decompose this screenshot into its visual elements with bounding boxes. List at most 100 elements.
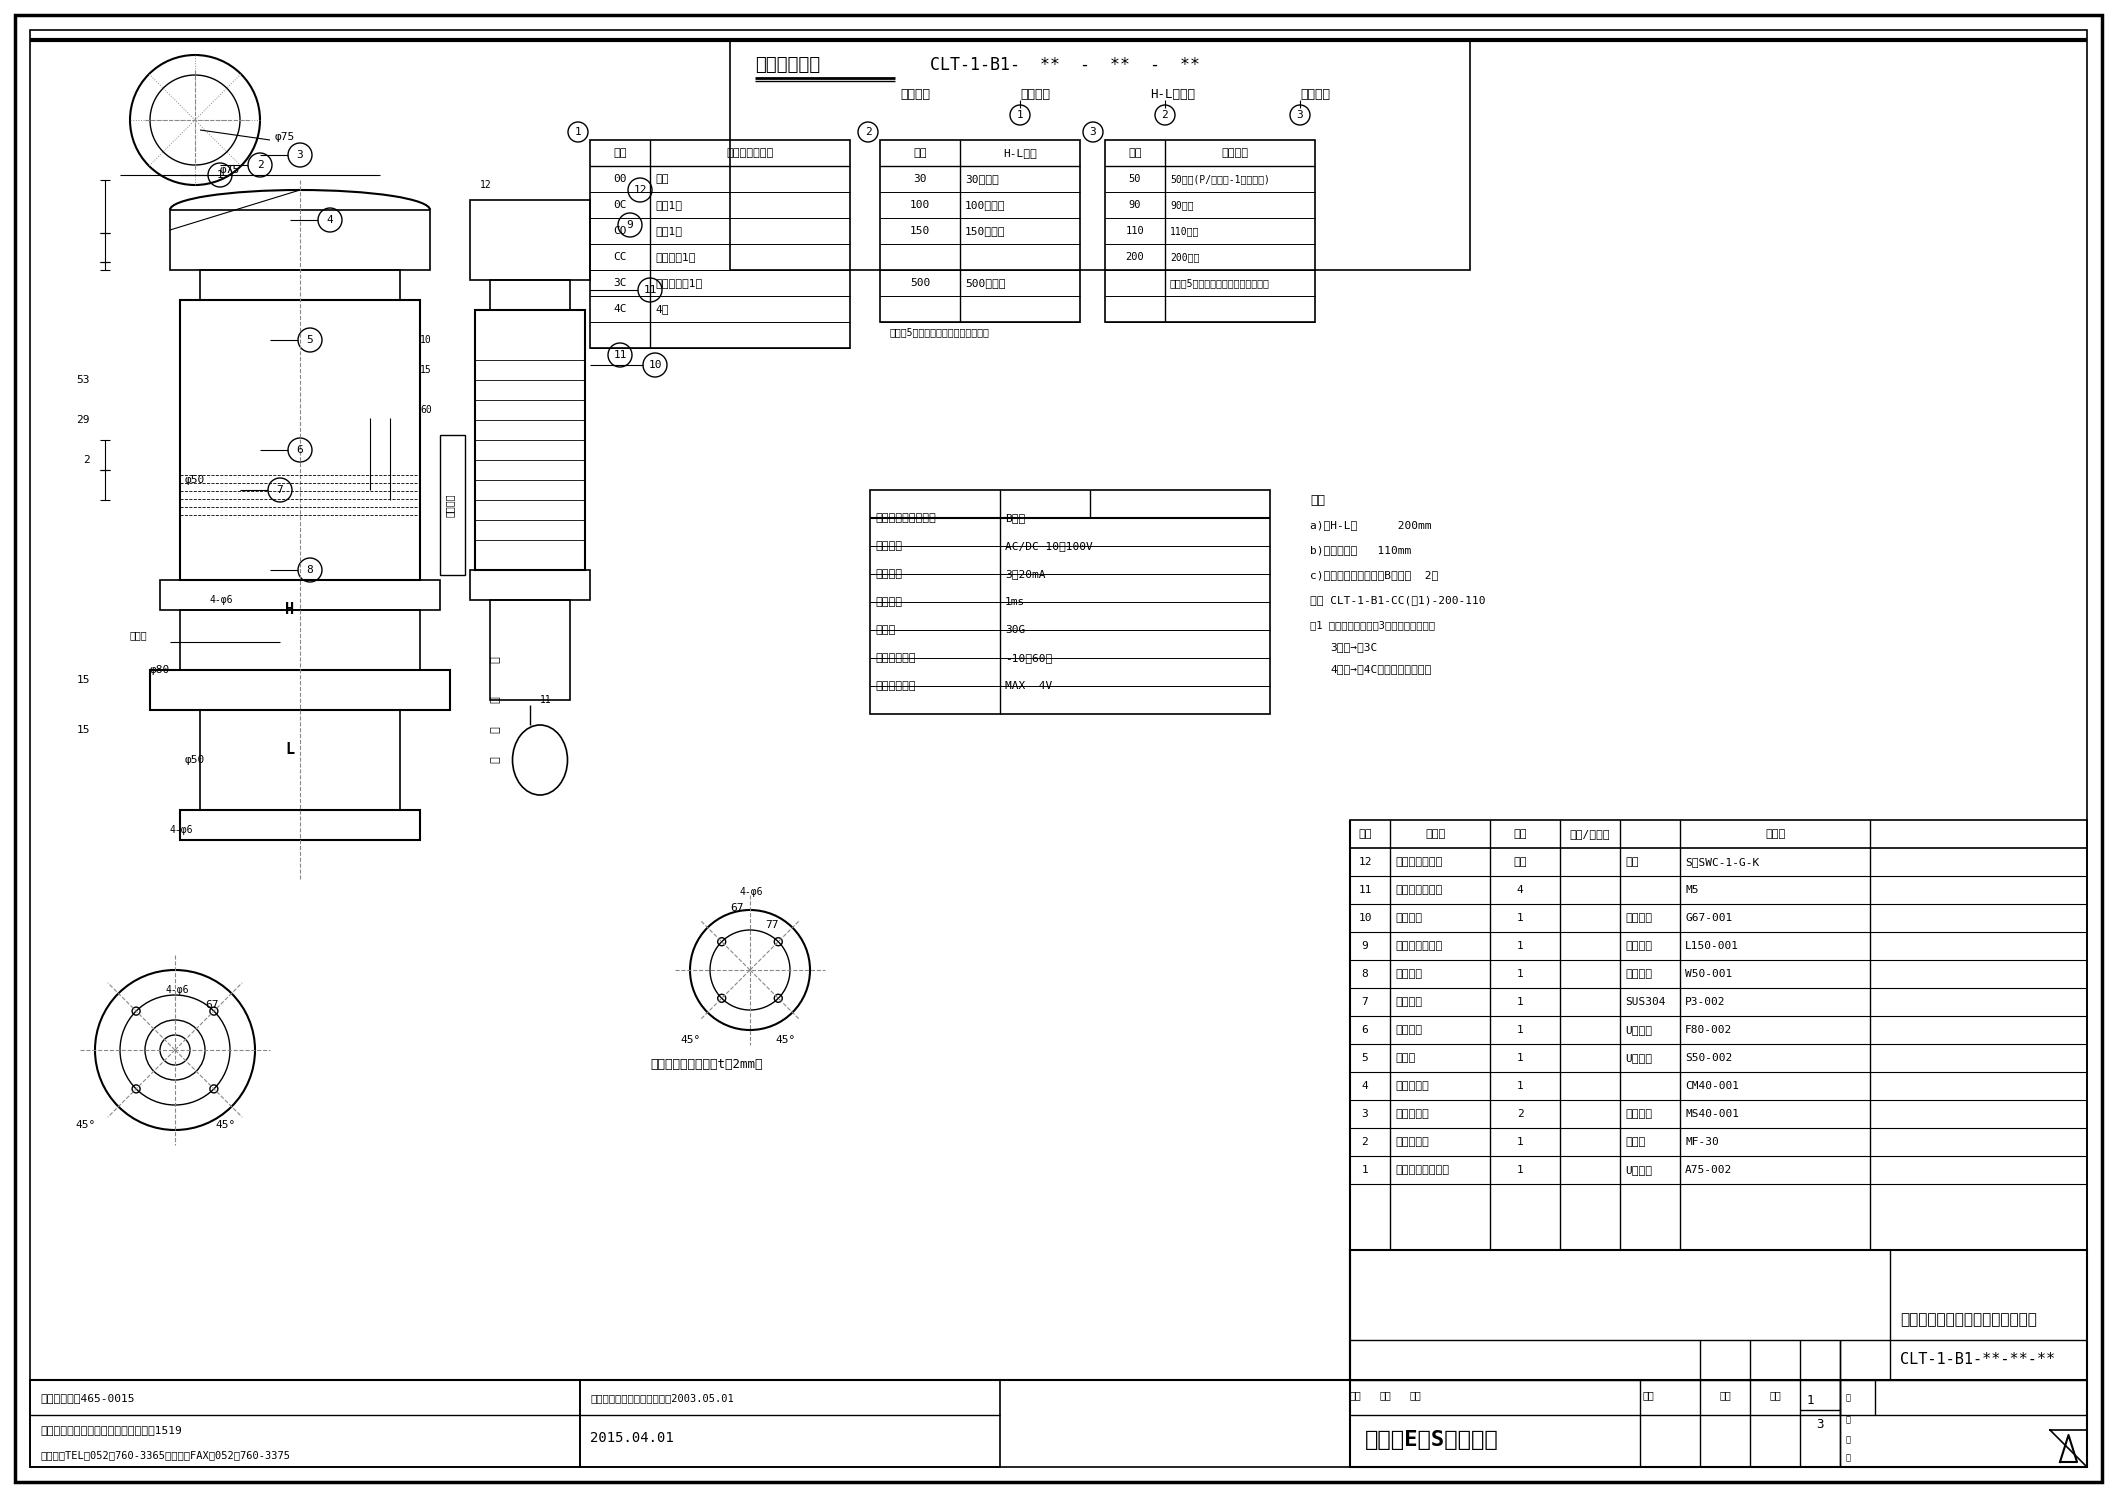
Text: オートスイッチ仕様: オートスイッチ仕様 xyxy=(874,513,936,522)
Text: 下: 下 xyxy=(489,696,500,704)
Text: 2: 2 xyxy=(256,160,263,171)
Text: -10～60℃: -10～60℃ xyxy=(1006,653,1052,663)
Text: 0C: 0C xyxy=(614,201,627,210)
Text: オートスイッチ: オートスイッチ xyxy=(1395,856,1442,867)
Text: 数量: 数量 xyxy=(1514,829,1526,838)
Text: 2: 2 xyxy=(864,127,872,138)
Text: 4: 4 xyxy=(1516,885,1524,895)
Text: 50ミリ(P/アクロ-1標準付属): 50ミリ(P/アクロ-1標準付属) xyxy=(1171,174,1270,184)
Text: 型　式: 型 式 xyxy=(1766,829,1785,838)
Text: 内部降下電圧: 内部降下電圧 xyxy=(874,681,915,692)
Text: 150: 150 xyxy=(910,226,929,237)
Text: 1: 1 xyxy=(1516,1025,1524,1034)
Text: 3: 3 xyxy=(1090,127,1097,138)
Text: 5: 5 xyxy=(1361,1052,1368,1063)
Text: 4-φ6: 4-φ6 xyxy=(210,594,233,605)
Text: S・SWC-1-G-K: S・SWC-1-G-K xyxy=(1685,856,1759,867)
Text: 29: 29 xyxy=(76,415,91,425)
Text: 3個　→　3C: 3個 → 3C xyxy=(1329,642,1378,653)
Text: パッキン: パッキン xyxy=(1395,913,1423,924)
Text: 45°: 45° xyxy=(775,1034,796,1045)
Text: 4: 4 xyxy=(1361,1081,1368,1091)
Text: 90ミリ: 90ミリ xyxy=(1171,201,1194,210)
Text: 4-φ6: 4-φ6 xyxy=(741,888,764,897)
Text: 45°: 45° xyxy=(680,1034,701,1045)
Text: A75-002: A75-002 xyxy=(1685,1165,1732,1175)
Text: 6: 6 xyxy=(296,445,303,455)
Text: 負荷電流: 負荷電流 xyxy=(874,569,902,579)
Text: 1ms: 1ms xyxy=(1006,597,1025,606)
Text: スイッチ: スイッチ xyxy=(1020,88,1050,102)
Text: 上下限各1個: 上下限各1個 xyxy=(654,251,696,262)
Text: フロート: フロート xyxy=(1395,969,1423,979)
Text: 1: 1 xyxy=(1806,1394,1814,1407)
Text: 30G: 30G xyxy=(1006,626,1025,635)
Bar xyxy=(470,201,591,280)
Text: 番: 番 xyxy=(1846,1454,1850,1463)
Text: 1: 1 xyxy=(1016,109,1023,120)
Text: 鋼わた: 鋼わた xyxy=(1626,1138,1645,1147)
Bar xyxy=(169,210,430,269)
Text: エアーブリーザー: エアーブリーザー xyxy=(1395,1165,1448,1175)
Text: スイッチの仕様: スイッチの仕様 xyxy=(726,148,773,159)
Text: 1: 1 xyxy=(216,171,224,180)
Text: パッキン　（板厚　t＝2mm）: パッキン （板厚 t＝2mm） xyxy=(650,1058,762,1072)
Text: 型式表示方法: 型式表示方法 xyxy=(756,55,819,73)
Text: 上中下限各1個: 上中下限各1個 xyxy=(654,278,703,287)
Bar xyxy=(470,570,591,600)
Text: 記　フランジ形状一部変更　2003.05.01: 記 フランジ形状一部変更 2003.05.01 xyxy=(591,1394,735,1403)
Text: c)　オートスイッチ（B接点）  2個: c) オートスイッチ（B接点） 2個 xyxy=(1310,570,1437,579)
Text: 7: 7 xyxy=(1361,997,1368,1007)
Text: W50-001: W50-001 xyxy=(1685,969,1732,979)
Text: P3-002: P3-002 xyxy=(1685,997,1725,1007)
Text: 3: 3 xyxy=(296,150,303,160)
Bar xyxy=(580,1380,999,1467)
Text: AC/DC 10～100V: AC/DC 10～100V xyxy=(1006,540,1092,551)
Text: 150　ミリ: 150 ミリ xyxy=(965,226,1006,237)
Text: 板: 板 xyxy=(489,657,500,663)
Text: F80-002: F80-002 xyxy=(1685,1025,1732,1034)
Text: 30: 30 xyxy=(912,174,927,184)
Text: 77: 77 xyxy=(764,921,779,930)
Text: 吃水線: 吃水線 xyxy=(129,630,148,641)
Text: 図: 図 xyxy=(1846,1436,1850,1445)
Text: 使用温度範囲: 使用温度範囲 xyxy=(874,653,915,663)
Text: 首下寸法: 首下寸法 xyxy=(1222,148,1249,159)
Text: 3: 3 xyxy=(1816,1419,1823,1431)
Text: a)　H-L距      200mm: a) H-L距 200mm xyxy=(1310,519,1431,530)
Text: Uポリマ: Uポリマ xyxy=(1626,1165,1651,1175)
Text: 2: 2 xyxy=(1516,1109,1524,1118)
Text: 数量: 数量 xyxy=(1643,1391,1653,1400)
Text: 刃物加工: 刃物加工 xyxy=(1626,913,1651,924)
Text: b)　首下寸法   110mm: b) 首下寸法 110mm xyxy=(1310,545,1412,555)
Text: M5: M5 xyxy=(1685,885,1698,895)
Text: 品　名: 品 名 xyxy=(1425,829,1446,838)
Text: 1: 1 xyxy=(1516,997,1524,1007)
Text: 1: 1 xyxy=(1361,1165,1368,1175)
Text: 板下寸法: 板下寸法 xyxy=(445,493,455,516)
Text: 下限1個: 下限1個 xyxy=(654,201,682,210)
Text: 2: 2 xyxy=(83,455,91,466)
Text: 50: 50 xyxy=(1128,174,1141,184)
Bar xyxy=(489,600,569,701)
Text: SUS304: SUS304 xyxy=(1626,997,1666,1007)
Text: 45°: 45° xyxy=(74,1120,95,1130)
Text: 記号: 記号 xyxy=(912,148,927,159)
Text: 4-φ6: 4-φ6 xyxy=(169,825,193,835)
Text: ＊＊: ＊＊ xyxy=(1514,856,1526,867)
Text: 承認: 承認 xyxy=(1349,1391,1361,1400)
Text: 110: 110 xyxy=(1126,226,1145,237)
Text: H-L間寸法: H-L間寸法 xyxy=(1150,88,1194,102)
Text: 共通型式: 共通型式 xyxy=(900,88,929,102)
Text: 30　ミリ: 30 ミリ xyxy=(965,174,999,184)
Text: マグネット: マグネット xyxy=(1395,1081,1429,1091)
Text: 型: 型 xyxy=(1846,1394,1850,1403)
Text: 動作時間: 動作時間 xyxy=(874,597,902,606)
Bar xyxy=(440,436,466,575)
Text: ＊1 オートスイッチが3個以上付く場合は: ＊1 オートスイッチが3個以上付く場合は xyxy=(1310,620,1435,630)
Text: 耐食加工: 耐食加工 xyxy=(1626,969,1651,979)
Text: MS40-001: MS40-001 xyxy=(1685,1109,1738,1118)
Bar xyxy=(1351,820,2087,1250)
Text: クリーンレベルタワー（作動油）: クリーンレベルタワー（作動油） xyxy=(1899,1313,2037,1328)
Text: 設計: 設計 xyxy=(1410,1391,1421,1400)
